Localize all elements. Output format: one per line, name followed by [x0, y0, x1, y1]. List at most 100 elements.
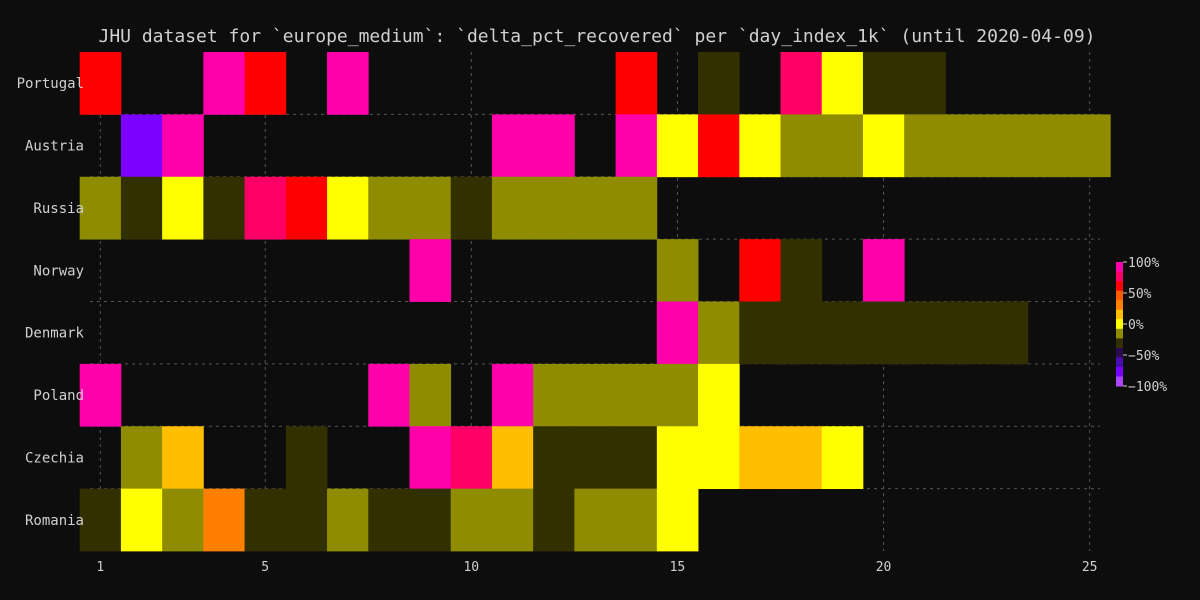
heatmap-cell: [698, 426, 740, 490]
heatmap-cell: [120, 488, 163, 552]
x-tick-label: 20: [876, 560, 892, 575]
heatmap-cell: [739, 114, 781, 178]
colorbar-tick-label: −100%: [1128, 380, 1167, 395]
heatmap-cell: [780, 239, 823, 302]
heatmap-cell: [327, 176, 369, 240]
heatmap-cell: [739, 301, 781, 365]
heatmap-cell: [574, 426, 617, 490]
colorbar-segment: [1116, 300, 1123, 311]
heatmap-cell: [162, 426, 204, 490]
heatmap-cell: [285, 488, 328, 552]
heatmap-cell: [904, 52, 946, 115]
x-tick-label: 15: [670, 560, 686, 575]
heatmap-cell: [656, 488, 699, 552]
heatmap-cell: [945, 301, 988, 365]
heatmap-cell: [450, 488, 493, 552]
heatmap-cell: [450, 426, 493, 490]
heatmap-cell: [1027, 114, 1070, 178]
heatmap-cell: [244, 52, 287, 115]
heatmap-cell: [162, 176, 204, 240]
heatmap-cell: [120, 426, 163, 490]
heatmap-cell: [244, 488, 287, 552]
colorbar-tick-label: −50%: [1128, 349, 1159, 364]
heatmap-cell: [821, 114, 864, 178]
heatmap-cell: [203, 488, 245, 552]
heatmap-cell: [656, 239, 699, 302]
heatmap-cell: [821, 426, 864, 490]
row-label: Denmark: [25, 326, 85, 342]
heatmap-cell: [491, 488, 534, 552]
heatmap-cell: [450, 176, 493, 240]
heatmap-cell: [780, 301, 823, 365]
colorbar-segment: [1116, 271, 1123, 282]
colorbar-segment: [1116, 338, 1123, 349]
row-labels: Portugal Austria Russia Norway Denmark Poland…: [17, 76, 85, 529]
colorbar-segment: [1116, 309, 1123, 320]
heatmap-cell: [79, 52, 122, 115]
heatmap-cell: [203, 176, 245, 240]
heatmap-cell: [698, 363, 740, 427]
heatmap-cell: [615, 114, 658, 178]
heatmap-cell: [162, 488, 204, 552]
heatmap-cell: [780, 52, 823, 115]
heatmap-cell: [409, 426, 452, 490]
heatmap-cell: [409, 488, 452, 552]
heatmap-cell: [327, 488, 369, 552]
heatmap-cell: [945, 114, 988, 178]
heatmap-cell: [986, 114, 1029, 178]
heatmap-cell: [656, 363, 699, 427]
heatmap-cell: [862, 239, 905, 302]
colorbar-segment: [1116, 376, 1123, 387]
heatmap-cell: [698, 114, 740, 178]
heatmap-cell: [862, 301, 905, 365]
colorbar-segment: [1116, 357, 1123, 368]
heatmap-cell: [656, 426, 699, 490]
heatmap-cell: [862, 52, 905, 115]
heatmap-cell: [533, 114, 575, 178]
colorbar-segment: [1116, 347, 1123, 358]
row-label: Russia: [33, 201, 84, 217]
heatmap-cell: [821, 52, 864, 115]
chart-title: JHU dataset for `europe_medium`: `delta_…: [99, 26, 1096, 47]
heatmap-cell: [862, 114, 905, 178]
heatmap-cell: [780, 114, 823, 178]
row-label: Poland: [33, 388, 84, 404]
heatmap-cell: [491, 426, 534, 490]
colorbar-tick-label: 50%: [1128, 287, 1152, 302]
row-label: Czechia: [25, 450, 84, 466]
x-tick-label: 25: [1082, 560, 1098, 575]
heatmap-cells: [79, 52, 1111, 552]
heatmap-cell: [698, 301, 740, 365]
heatmap-cell: [533, 488, 575, 552]
colorbar-segment: [1116, 366, 1123, 377]
row-label: Romania: [25, 513, 84, 529]
heatmap-cell: [285, 176, 328, 240]
heatmap-cell: [656, 114, 699, 178]
heatmap-cell: [409, 239, 452, 302]
heatmap-cell: [533, 426, 575, 490]
heatmap-cell: [368, 176, 410, 240]
heatmap-cell: [120, 176, 163, 240]
heatmap-cell: [79, 176, 122, 240]
heatmap-cell: [986, 301, 1029, 365]
heatmap-cell: [285, 426, 328, 490]
heatmap-cell: [698, 52, 740, 115]
heatmap-cell: [368, 363, 410, 427]
heatmap-cell: [533, 363, 575, 427]
heatmap-cell: [79, 488, 122, 552]
colorbar-legend: 100% 50% 0% −50% −100%: [1116, 256, 1167, 395]
heatmap-cell: [739, 239, 781, 302]
heatmap-cell: [162, 114, 204, 178]
colorbar-tick-label: 100%: [1128, 256, 1159, 271]
row-label: Norway: [33, 263, 84, 279]
colorbar-segment: [1116, 262, 1123, 273]
heatmap-cell: [615, 488, 658, 552]
colorbar-segment: [1116, 290, 1123, 301]
heatmap-cell: [615, 426, 658, 490]
x-tick-labels: 1 5 10 15 20 25: [96, 560, 1097, 575]
heatmap-cell: [904, 301, 946, 365]
heatmap-cell: [739, 426, 781, 490]
colorbar-tick-label: 0%: [1128, 318, 1144, 333]
heatmap-cell: [533, 176, 575, 240]
